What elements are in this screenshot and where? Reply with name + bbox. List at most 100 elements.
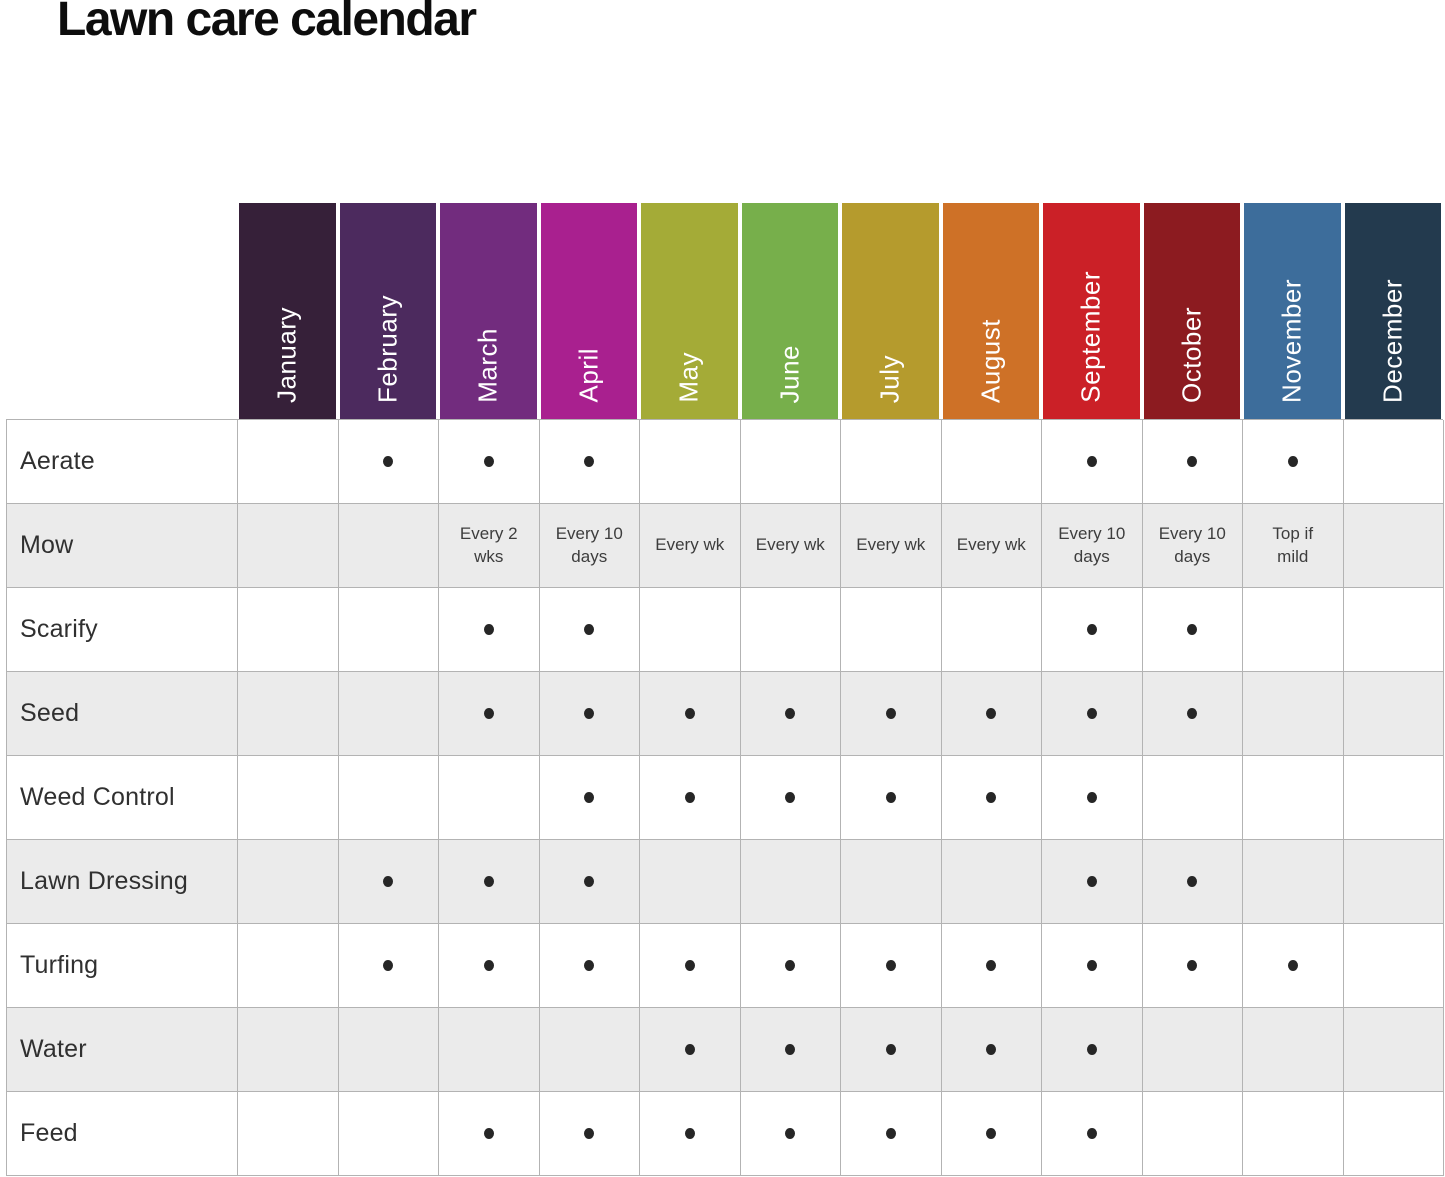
frequency-note: Top if mild [1272,524,1314,566]
month-header-row: January February March April May June July Augu… [237,203,1443,419]
cell-turfing-august [941,924,1042,1008]
dot-marker [483,456,494,467]
cell-seed-june [740,672,841,756]
dot-marker [684,960,695,971]
cell-turfing-april [539,924,640,1008]
cell-turfing-october [1142,924,1243,1008]
cell-feed-january [238,1092,339,1176]
cell-scarify-january [238,588,339,672]
dot-marker [383,456,394,467]
cell-mow-september: Every 10 days [1042,504,1143,588]
month-label: September [1075,271,1106,403]
month-label: March [472,328,503,403]
cell-water-may [640,1008,741,1092]
dot-marker [383,960,394,971]
cell-feed-december [1343,1092,1444,1176]
cell-mow-march: Every 2 wks [439,504,540,588]
task-label-mow: Mow [7,504,238,588]
cell-water-april [539,1008,640,1092]
dot-marker [584,456,595,467]
cell-weed-control-december [1343,756,1444,840]
cell-mow-january [238,504,339,588]
dot-marker [684,1128,695,1139]
month-header-april: April [538,203,639,419]
month-label: January [271,307,302,403]
cell-weed-control-february [338,756,439,840]
cell-aerate-november [1243,420,1344,504]
cell-water-december [1343,1008,1444,1092]
frequency-note: Every wk [755,535,825,555]
cell-lawn-dressing-june [740,840,841,924]
cell-seed-july [841,672,942,756]
dot-marker [483,876,494,887]
month-label: June [774,344,805,403]
cell-scarify-july [841,588,942,672]
cell-aerate-june [740,420,841,504]
dot-marker [885,1128,896,1139]
dot-marker [1086,456,1097,467]
cell-feed-october [1142,1092,1243,1176]
cell-feed-june [740,1092,841,1176]
cell-aerate-february [338,420,439,504]
calendar-table: January February March April May June July Augu… [6,203,1444,1176]
cell-lawn-dressing-july [841,840,942,924]
cell-mow-may: Every wk [640,504,741,588]
dot-marker [1086,1044,1097,1055]
dot-marker [483,708,494,719]
cell-lawn-dressing-august [941,840,1042,924]
dot-marker [483,1128,494,1139]
cell-scarify-october [1142,588,1243,672]
month-label: August [975,319,1006,403]
task-label-aerate: Aerate [7,420,238,504]
month-header-september: September [1041,203,1142,419]
table-row-aerate: Aerate [7,420,1444,504]
month-header-june: June [739,203,840,419]
cell-mow-december [1343,504,1444,588]
cell-seed-february [338,672,439,756]
cell-weed-control-august [941,756,1042,840]
table-row-scarify: Scarify [7,588,1444,672]
frequency-note: Every 2 wks [459,524,518,566]
frequency-note: Every wk [956,535,1026,555]
cell-feed-may [640,1092,741,1176]
month-label: May [673,352,704,403]
frequency-note: Every wk [655,535,725,555]
table-row-lawn-dressing: Lawn Dressing [7,840,1444,924]
cell-scarify-may [640,588,741,672]
table-row-water: Water [7,1008,1444,1092]
frequency-note: Every 10 days [1158,524,1226,566]
month-header-march: March [438,203,539,419]
dot-marker [1287,456,1298,467]
cell-scarify-june [740,588,841,672]
task-label-turfing: Turfing [7,924,238,1008]
dot-marker [986,960,997,971]
month-header-may: May [639,203,740,419]
cell-aerate-december [1343,420,1444,504]
cell-mow-june: Every wk [740,504,841,588]
dot-marker [785,960,796,971]
dot-marker [1287,960,1298,971]
cell-weed-control-march [439,756,540,840]
task-label-lawn-dressing: Lawn Dressing [7,840,238,924]
cell-weed-control-june [740,756,841,840]
dot-marker [986,708,997,719]
cell-scarify-december [1343,588,1444,672]
cell-feed-march [439,1092,540,1176]
cell-mow-october: Every 10 days [1142,504,1243,588]
cell-lawn-dressing-april [539,840,640,924]
cell-seed-march [439,672,540,756]
month-header-november: November [1242,203,1343,419]
dot-marker [785,1044,796,1055]
dot-marker [1086,876,1097,887]
cell-aerate-september [1042,420,1143,504]
cell-lawn-dressing-november [1243,840,1344,924]
dot-marker [383,876,394,887]
table-row-feed: Feed [7,1092,1444,1176]
task-label-water: Water [7,1008,238,1092]
dot-marker [885,708,896,719]
cell-turfing-june [740,924,841,1008]
month-label: July [874,354,905,403]
cell-water-march [439,1008,540,1092]
cell-aerate-april [539,420,640,504]
